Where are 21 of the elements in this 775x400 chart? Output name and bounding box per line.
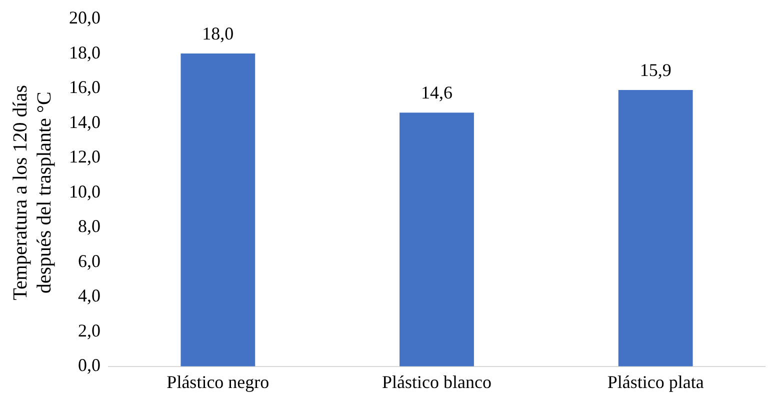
data-label: 14,6: [421, 82, 452, 102]
data-label: 15,9: [640, 60, 672, 80]
y-tick-label: 16,0: [69, 77, 100, 98]
y-tick-label: 14,0: [69, 112, 100, 132]
y-tick-label: 6,0: [78, 250, 100, 271]
x-tick-label: Plástico blanco: [382, 372, 492, 392]
y-axis-title: Temperatura a los 120 días después del trasplante °C: [9, 84, 56, 300]
bar: [180, 54, 256, 366]
bar: [400, 112, 474, 366]
data-label: 18,0: [202, 23, 234, 44]
bar: [618, 90, 693, 366]
y-tick-label: 8,0: [78, 216, 100, 236]
x-tick-label: Plástico plata: [607, 372, 704, 392]
y-tick-label: 2,0: [78, 320, 100, 340]
y-tick-label: 12,0: [69, 146, 100, 167]
x-tick-label: Plástico negro: [166, 372, 270, 392]
y-tick-label: 18,0: [69, 42, 100, 62]
y-tick-label: 0,0: [78, 355, 100, 376]
y-tick-label: 20,0: [69, 8, 100, 28]
y-tick-label: 4,0: [78, 286, 100, 306]
y-tick-label: 10,0: [69, 181, 100, 202]
